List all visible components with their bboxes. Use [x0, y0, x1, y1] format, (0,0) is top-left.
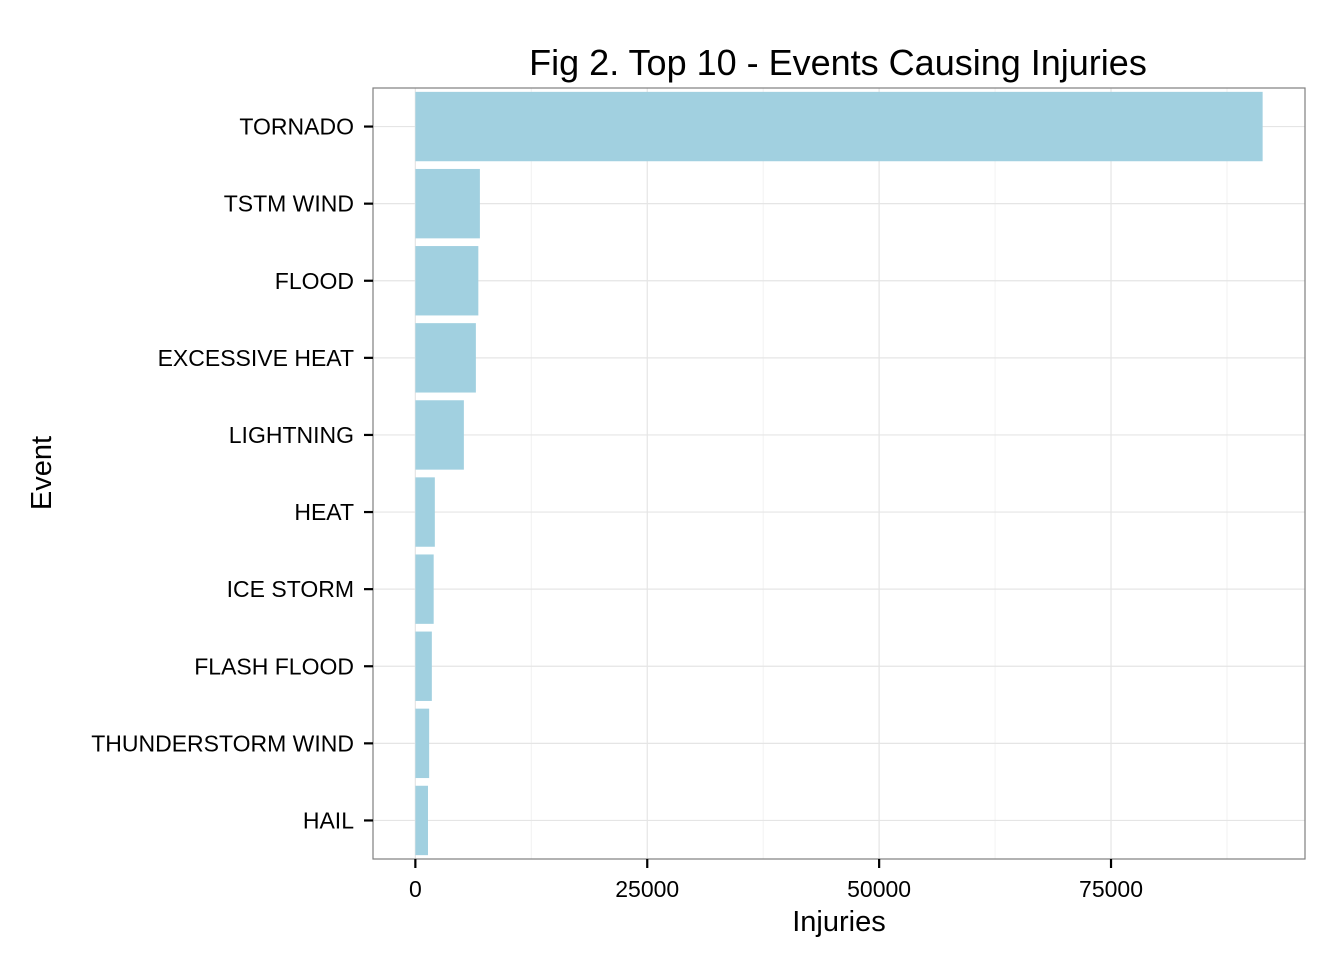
y-tick-label: LIGHTNING	[229, 422, 354, 448]
y-tick-label: FLASH FLOOD	[194, 653, 354, 679]
x-axis-title: Injuries	[792, 906, 886, 938]
x-tick-label: 75000	[1079, 876, 1143, 902]
bar-tornado	[415, 91, 1263, 162]
bar-excessive-heat	[415, 323, 476, 393]
bar-lightning	[415, 400, 464, 470]
bar-heat	[415, 477, 435, 547]
bar-tstm-wind	[415, 168, 480, 239]
plot-panel-border	[372, 87, 1306, 860]
minor-gridlines	[530, 88, 1228, 859]
y-tick-label: TORNADO	[239, 114, 354, 140]
bars	[415, 91, 1263, 856]
y-tick-label: HEAT	[294, 499, 354, 525]
y-tick-label: ICE STORM	[227, 576, 354, 602]
y-axis: TORNADO TSTM WIND FLOOD EXCESSIVE HEAT LIGHT…	[91, 114, 373, 833]
y-tick-label: THUNDERSTORM WIND	[91, 730, 354, 756]
x-tick-label: 0	[409, 876, 422, 902]
bar-thunderstorm-wind	[415, 708, 430, 779]
y-tick-label: EXCESSIVE HEAT	[158, 345, 354, 371]
bar-ice-storm	[415, 554, 434, 624]
x-tick-label: 25000	[615, 876, 679, 902]
x-axis: 0 25000 50000 75000	[409, 859, 1143, 902]
y-tick-label: HAIL	[303, 807, 354, 833]
bar-flash-flood	[415, 631, 432, 701]
chart-title: Fig 2. Top 10 - Events Causing Injuries	[529, 42, 1147, 83]
y-tick-label: TSTM WIND	[224, 191, 354, 217]
bar-hail	[415, 785, 428, 856]
bar-flood	[415, 246, 479, 316]
plot-panel	[373, 88, 1305, 859]
x-tick-label: 50000	[847, 876, 911, 902]
y-axis-title: Event	[26, 436, 58, 510]
y-tick-label: FLOOD	[275, 268, 354, 294]
